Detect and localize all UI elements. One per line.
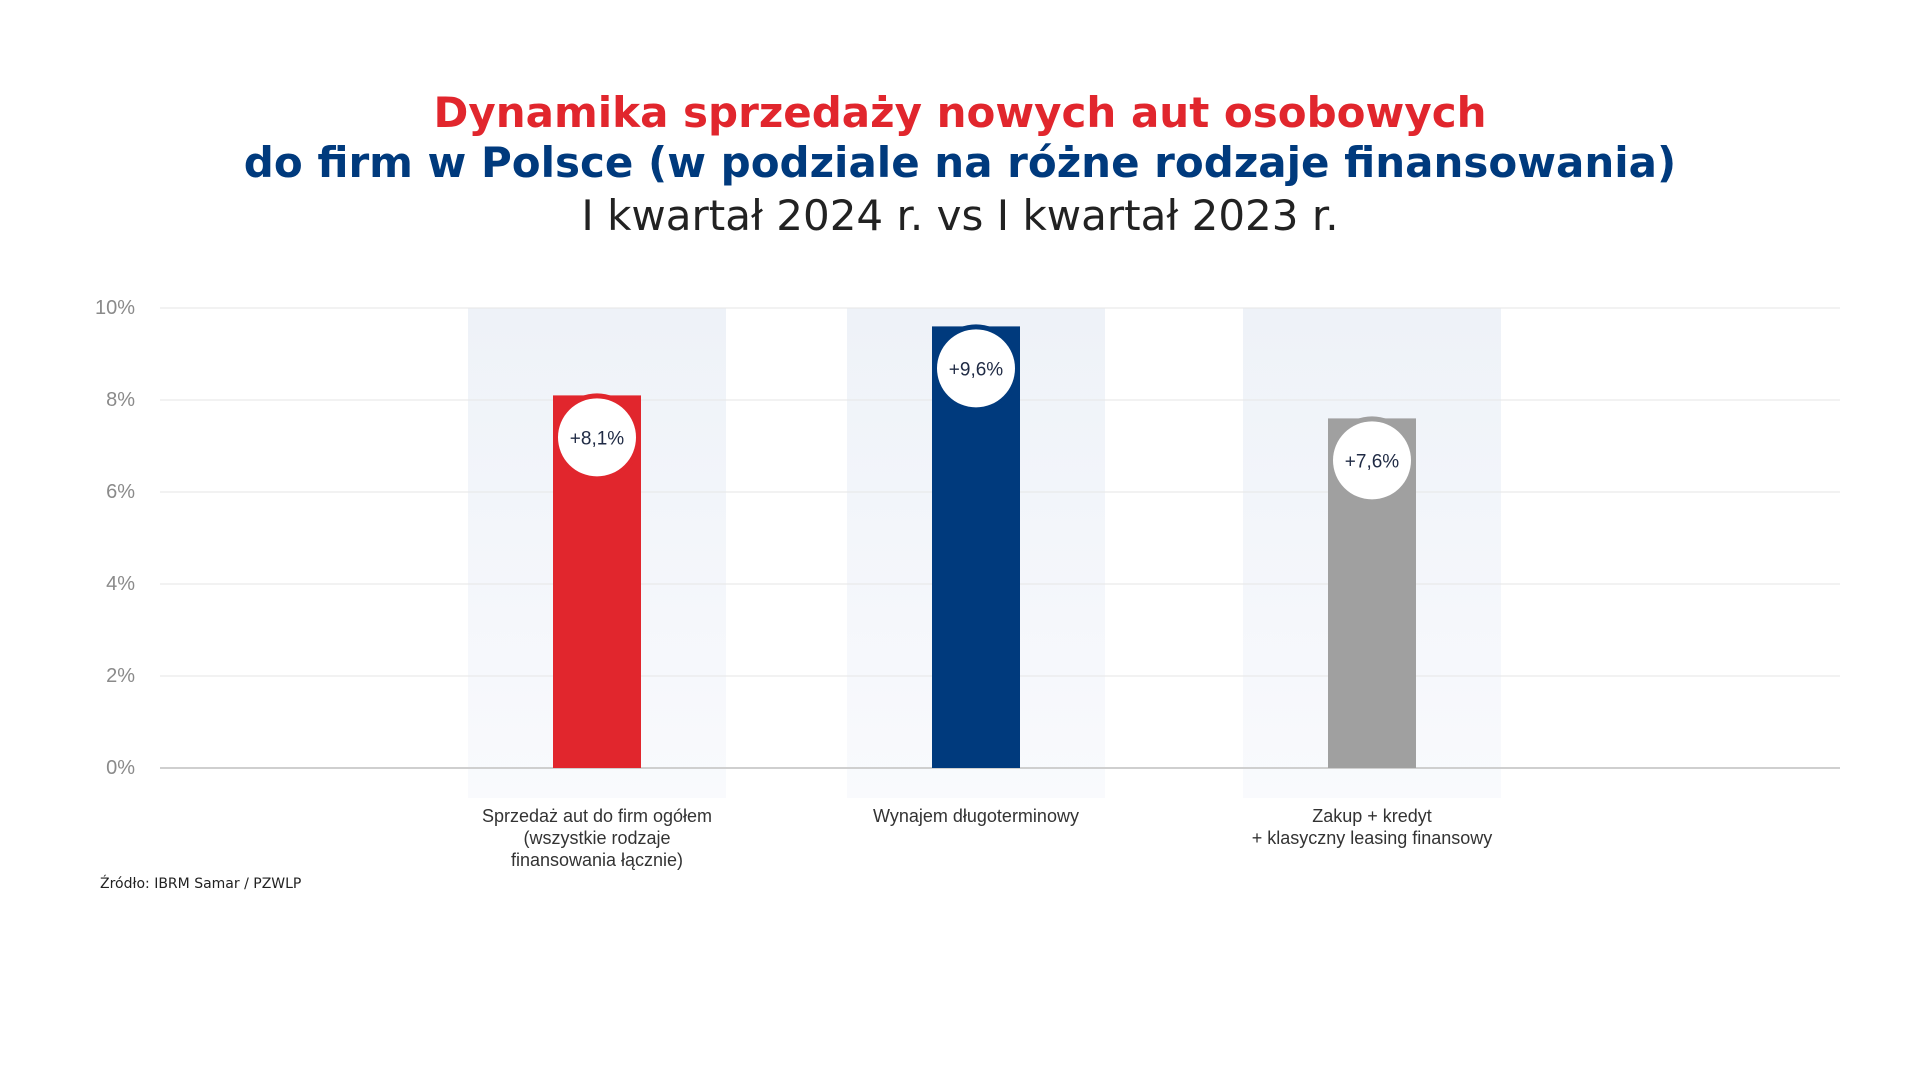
chart-title-block: Dynamika sprzedaży nowych aut osobowych … <box>0 88 1920 244</box>
x-category-label: Sprzedaż aut do firm ogółem (wszystkie ro… <box>482 806 712 870</box>
x-category-label-line: Zakup + kredyt <box>1312 806 1432 826</box>
y-tick-label: 0% <box>106 757 135 779</box>
y-tick-label: 10% <box>95 297 135 319</box>
chart-title-line1: Dynamika sprzedaży nowych aut osobowych <box>433 88 1487 137</box>
y-tick-label: 4% <box>106 573 135 595</box>
source-note: Źródło: IBRM Samar / PZWLP <box>100 876 302 892</box>
x-category-label-line: finansowania łącznie) <box>511 850 683 870</box>
y-tick-label: 8% <box>106 389 135 411</box>
chart-subtitle: I kwartał 2024 r. vs I kwartał 2023 r. <box>581 191 1339 240</box>
x-category-label-line: + klasyczny leasing finansowy <box>1252 828 1493 848</box>
x-category-label-line: Sprzedaż aut do firm ogółem <box>482 806 712 826</box>
x-category-label-line: Wynajem długoterminowy <box>873 806 1079 826</box>
y-tick-label: 2% <box>106 665 135 687</box>
x-category-label: Zakup + kredyt + klasyczny leasing finans… <box>1252 806 1493 848</box>
x-category-label: Wynajem długoterminowy <box>873 806 1079 826</box>
y-tick-label: 6% <box>106 481 135 503</box>
data-label: +7,6% <box>1345 451 1400 472</box>
value-badge-1 <box>558 398 636 477</box>
chart-title-line2: do firm w Polsce (w podziale na różne ro… <box>243 138 1677 187</box>
data-label: +9,6% <box>949 359 1004 380</box>
value-badge-2 <box>937 329 1015 408</box>
x-category-label-line: (wszystkie rodzaje <box>523 828 670 848</box>
value-badge-3 <box>1333 421 1411 500</box>
data-label: +8,1% <box>570 428 625 449</box>
